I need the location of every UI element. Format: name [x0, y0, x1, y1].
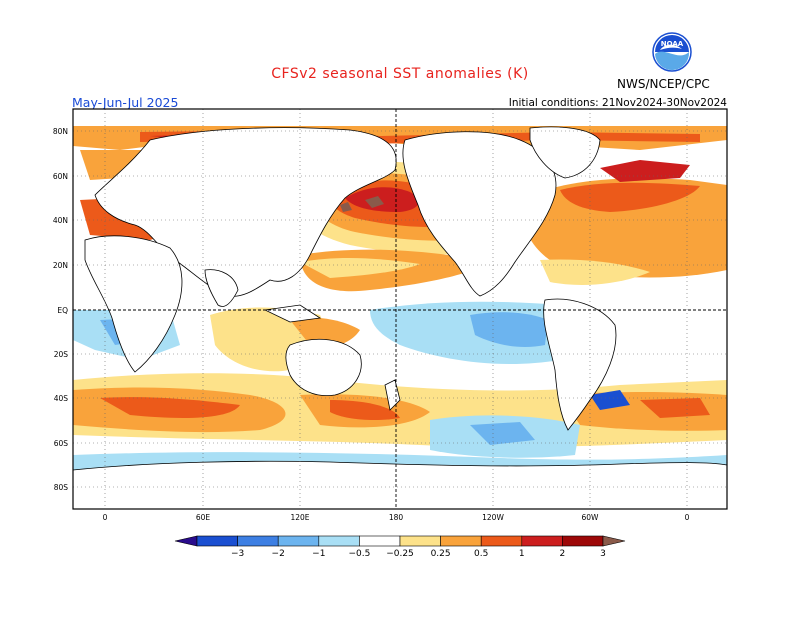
lat-label: EQ	[57, 306, 68, 315]
colorbar-label: −2	[272, 549, 285, 559]
lat-label: 20N	[53, 261, 68, 270]
colorbar-label: 2	[560, 549, 566, 559]
continents	[72, 126, 728, 510]
antarctica	[72, 460, 728, 510]
india	[204, 269, 239, 307]
lon-label: 180	[389, 513, 404, 522]
colorbar-swatch	[399, 535, 441, 547]
colorbar-min-arrow	[174, 535, 198, 547]
colorbar-max-arrow	[602, 535, 626, 547]
colorbar-label: 0.5	[474, 549, 488, 559]
greenland	[529, 126, 601, 179]
lat-label: 80S	[54, 483, 69, 492]
lon-labels: 0 60E 120E 180 120W 60W 0	[103, 513, 690, 522]
colorbar: −3 −2 −1 −0.5 −0.25 0.25 0.5 1 2 3	[174, 535, 626, 559]
indonesia	[263, 304, 322, 323]
agency-label: NWS/NCEP/CPC	[617, 77, 710, 91]
colorbar-swatch	[480, 535, 523, 547]
colorbar-label: 1	[519, 549, 525, 559]
colorbar-label: −0.25	[386, 549, 414, 559]
australia	[285, 338, 362, 397]
colorbar-label: 3	[600, 549, 606, 559]
lon-label: 120E	[290, 513, 309, 522]
new-zealand	[384, 379, 401, 411]
initial-conditions: Initial conditions: 21Nov2024-30Nov2024	[508, 97, 727, 109]
lat-label: 40S	[54, 394, 69, 403]
colorbar-swatch	[196, 535, 238, 547]
colorbar-swatch	[359, 535, 401, 547]
colorbar-label: −0.5	[348, 549, 370, 559]
lat-label: 40N	[53, 216, 68, 225]
lat-label: 20S	[54, 350, 69, 359]
colorbar-swatch	[277, 535, 320, 547]
lon-label: 0	[685, 513, 690, 522]
lat-label: 60N	[53, 172, 68, 181]
lon-label: 120W	[482, 513, 504, 522]
colorbar-swatch	[237, 535, 279, 547]
logo-text: NOAA	[661, 40, 684, 48]
lat-labels: 80N 60N 40N 20N EQ 20S 40S 60S 80S	[53, 127, 68, 492]
south-america	[543, 298, 617, 431]
graticule	[73, 109, 727, 509]
colorbar-label: −3	[231, 549, 244, 559]
lon-label: 60E	[196, 513, 211, 522]
chart-title: CFSv2 seasonal SST anomalies (K)	[271, 66, 529, 82]
noaa-logo: NOAA	[652, 32, 692, 72]
colorbar-swatch	[521, 535, 563, 547]
colorbar-swatch	[318, 535, 360, 547]
reference-lines	[73, 109, 727, 509]
colorbar-swatch	[440, 535, 482, 547]
lat-label: 80N	[53, 127, 68, 136]
lat-label: 60S	[54, 439, 69, 448]
lon-label: 0	[103, 513, 108, 522]
north-america	[402, 131, 557, 297]
colorbar-label: −1	[312, 549, 325, 559]
season-label: May-Jun-Jul 2025	[72, 95, 179, 110]
africa	[84, 235, 183, 373]
map-frame	[72, 108, 728, 510]
colorbar-swatch	[562, 535, 604, 547]
lon-label: 60W	[582, 513, 600, 522]
colorbar-label: 0.25	[431, 549, 451, 559]
